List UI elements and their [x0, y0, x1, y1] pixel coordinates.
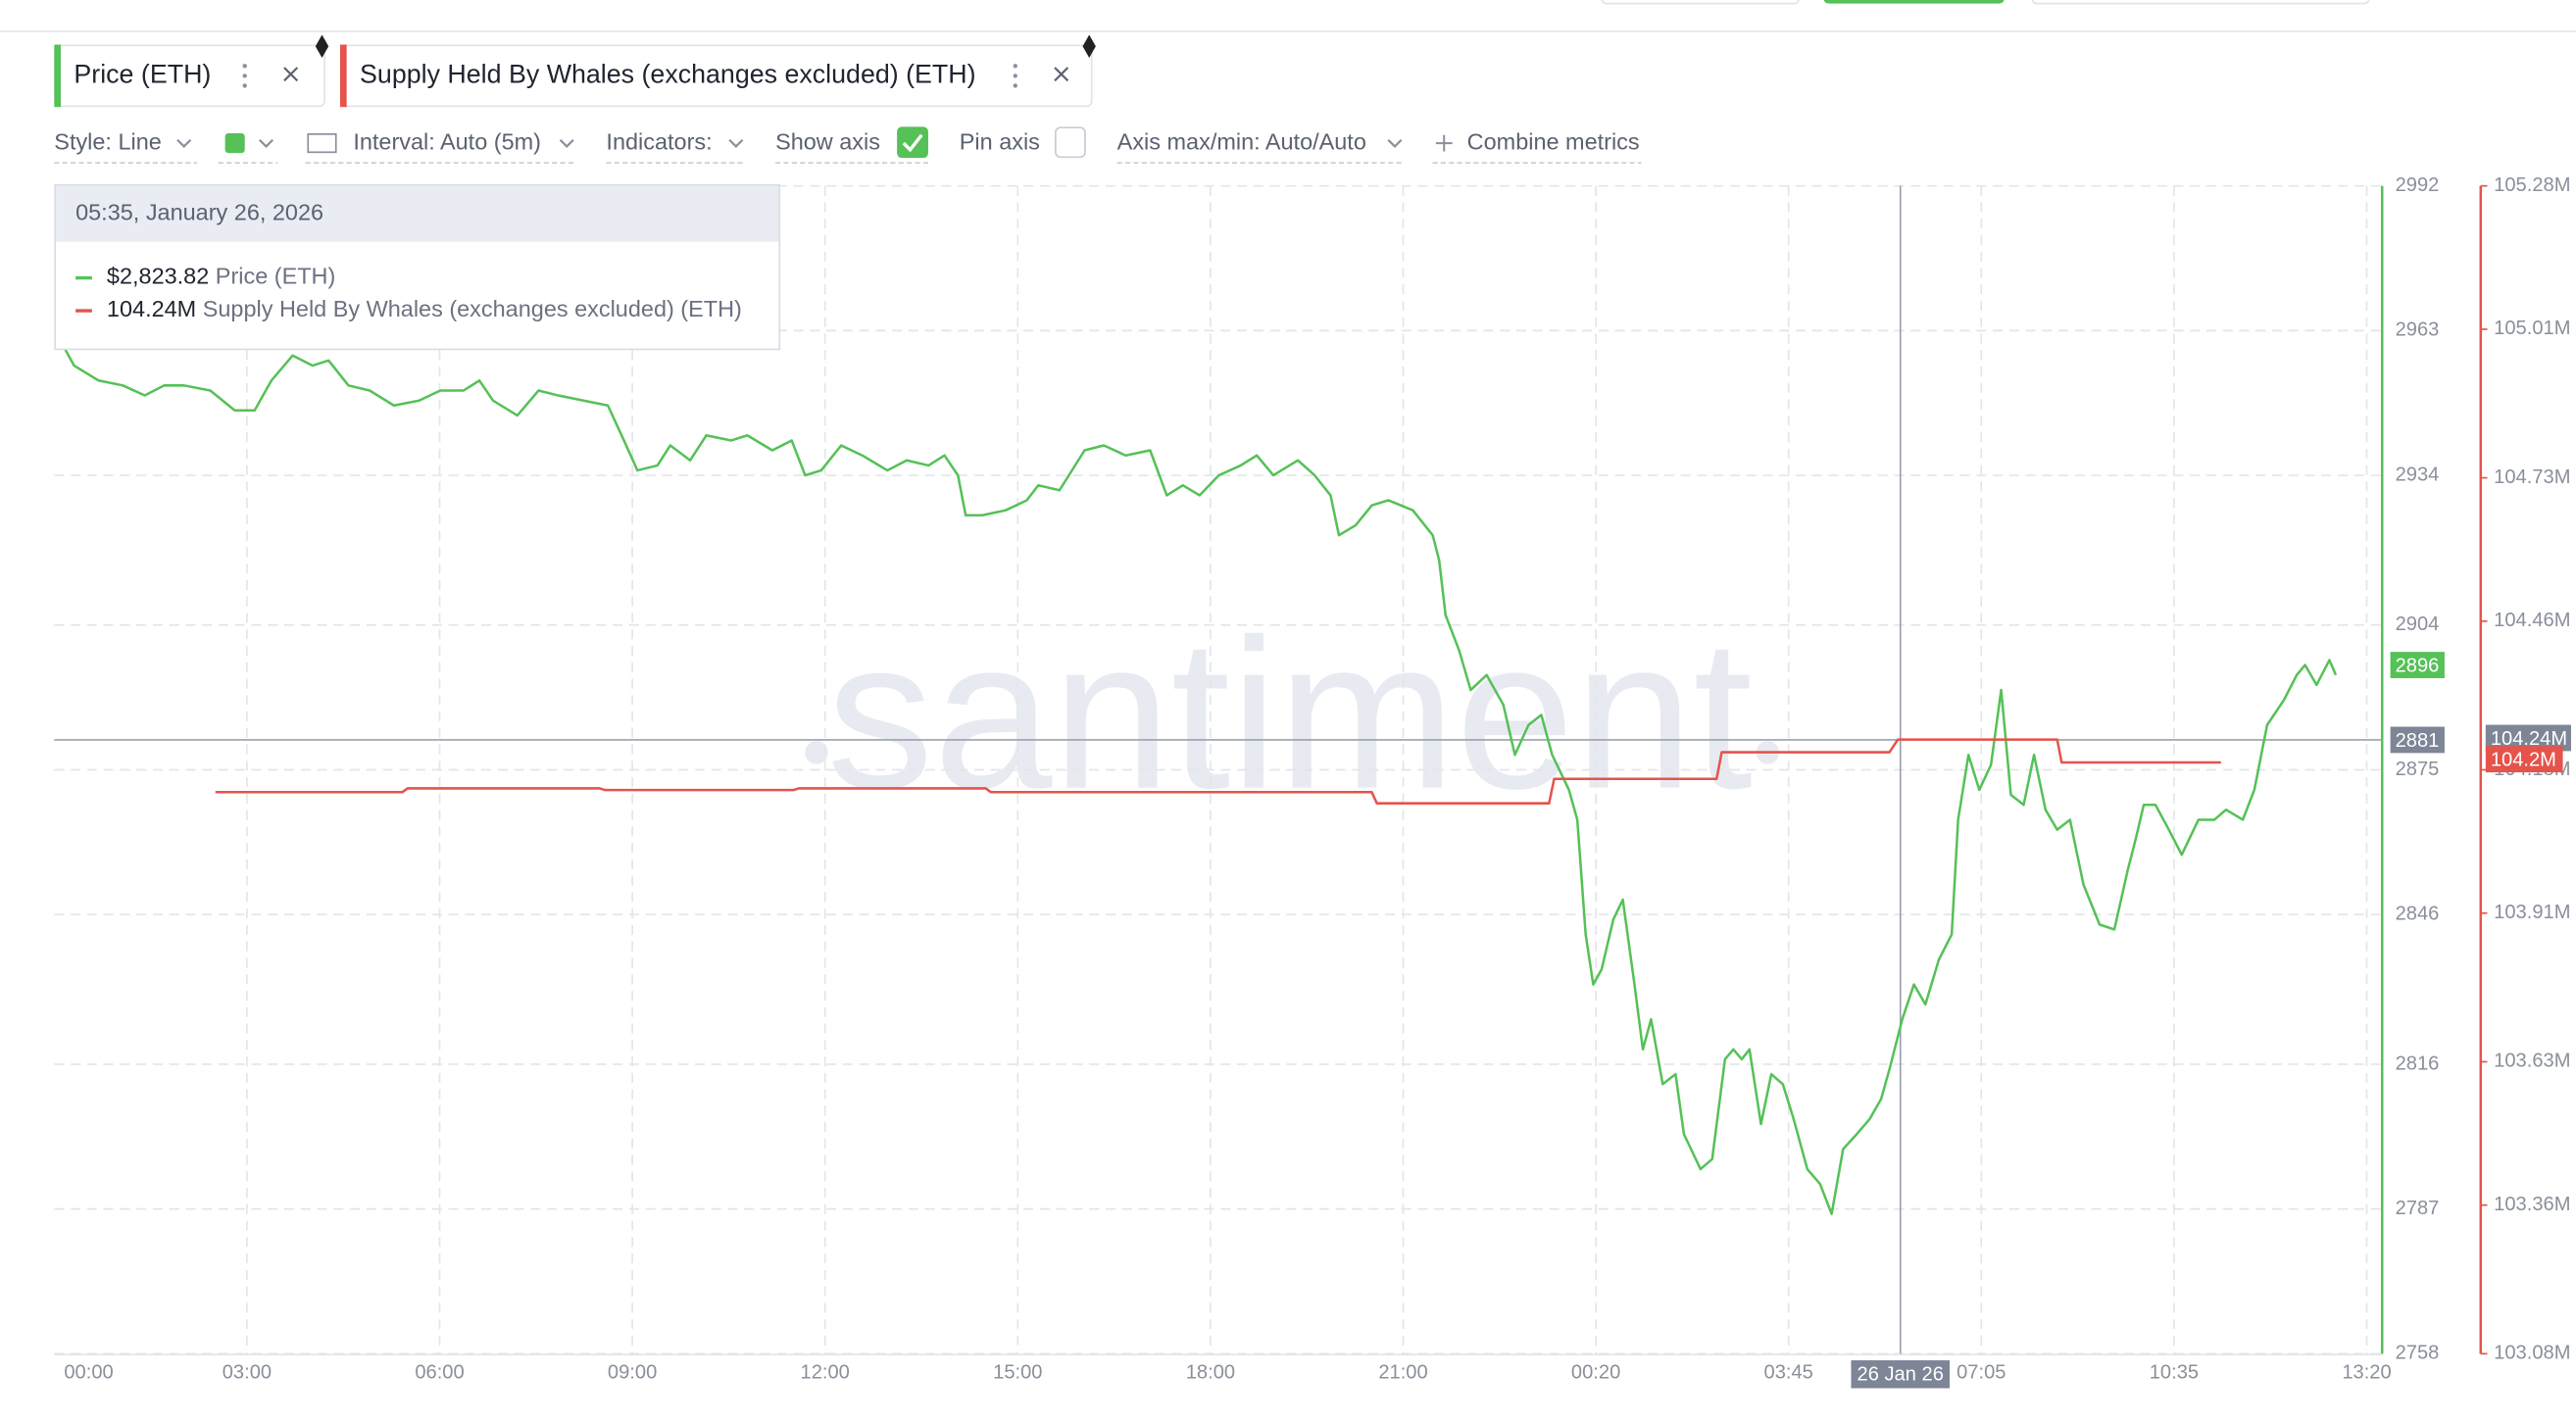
tooltip-value: 104.24M: [107, 296, 196, 321]
tab-label: Supply Held By Whales (exchanges exclude…: [360, 59, 976, 88]
toolbar: Style: Line Interval: Auto (5m) Indicato…: [54, 126, 1642, 165]
show-axis-label[interactable]: Show axis: [775, 128, 880, 154]
axis-minmax-select[interactable]: Axis max/min: Auto/Auto: [1117, 128, 1366, 154]
tooltip-series: Supply Held By Whales (exchanges exclude…: [203, 296, 742, 321]
last-price-box: [2390, 652, 2445, 678]
pin-axis-label[interactable]: Pin axis: [960, 128, 1040, 154]
tooltip: 05:35, January 26, 2026 $2,823.82 Price …: [54, 183, 781, 351]
color-picker[interactable]: [224, 133, 245, 154]
last-supply-box: [2485, 746, 2563, 773]
crosshair-x-label: 26 Jan 26: [1858, 1363, 1944, 1385]
x-tick-label: 03:45: [1764, 1362, 1813, 1384]
y-tick-label: 2992: [2396, 174, 2440, 196]
tooltip-header: [55, 185, 779, 242]
close-icon[interactable]: [1054, 67, 1069, 82]
crosshair-price-label: 2881: [2396, 730, 2440, 752]
y-tick-label: 2846: [2396, 903, 2440, 924]
tooltip-value: $2,823.82: [107, 264, 209, 289]
interval-select[interactable]: Interval: Auto (5m): [353, 128, 541, 154]
metric-tab[interactable]: Price (ETH): [54, 34, 329, 108]
y-tick-label: 2816: [2396, 1053, 2440, 1074]
x-tick-label: 15:00: [993, 1362, 1042, 1384]
chevron: [1387, 138, 1403, 148]
top-button[interactable]: [1601, 0, 1800, 5]
indicators-select[interactable]: Indicators:: [606, 128, 712, 154]
y2-tick-label: 104.73M: [2494, 466, 2570, 488]
tooltip-row: $2,823.82 Price (ETH): [107, 264, 335, 289]
x-tick-label: 12:00: [801, 1362, 850, 1384]
x-tick-label: 00:00: [64, 1362, 113, 1384]
y-tick-label: 2934: [2396, 464, 2440, 485]
tooltip-row: 104.24M Supply Held By Whales (exchanges…: [107, 296, 742, 321]
metric-tab[interactable]: Supply Held By Whales (exchanges exclude…: [339, 34, 1096, 108]
x-tick-label: 21:00: [1378, 1362, 1427, 1384]
interval-icon: [307, 133, 337, 154]
top-button[interactable]: [1823, 0, 2005, 4]
crosshair-supply-label: 104.24M: [2491, 728, 2567, 750]
y2-tick-label: 103.91M: [2494, 902, 2570, 923]
last-price-label: 2896: [2396, 656, 2440, 677]
y2-tick-label: 103.08M: [2494, 1343, 2570, 1364]
x-tick-label: 09:00: [608, 1362, 657, 1384]
chevron: [176, 138, 192, 148]
x-tick-label: 13:20: [2342, 1362, 2391, 1384]
close-icon[interactable]: [283, 67, 299, 82]
style-select[interactable]: Style: Line: [54, 128, 162, 154]
watermark-dot: [805, 741, 828, 764]
tab-stripe: [54, 44, 62, 108]
combine-metrics[interactable]: Combine metrics: [1467, 128, 1640, 154]
menu-icon[interactable]: [242, 64, 247, 88]
y2-tick-label: 105.01M: [2494, 318, 2570, 339]
x-tick-label: 10:35: [2150, 1362, 2199, 1384]
x-tick-label: 06:00: [415, 1362, 464, 1384]
y-tick-label: 2787: [2396, 1198, 2440, 1219]
pin-axis-checkbox[interactable]: [1055, 126, 1086, 159]
menu-icon[interactable]: [1013, 64, 1017, 88]
crosshair-price-box: [2390, 726, 2445, 754]
watermark: santiment: [826, 596, 1753, 834]
tooltip-date: 05:35, January 26, 2026: [75, 199, 323, 224]
y2-tick-label: 104.46M: [2494, 610, 2570, 631]
chevron: [559, 138, 574, 148]
x-tick-label: 07:05: [1957, 1362, 2006, 1384]
y-tick-label: 2758: [2396, 1343, 2440, 1364]
eth-icon: [1082, 34, 1096, 58]
crosshair-x-box: [1851, 1360, 1951, 1389]
x-tick-label: 18:00: [1186, 1362, 1235, 1384]
tab-label: Price (ETH): [74, 59, 211, 88]
top-button[interactable]: [2031, 0, 2370, 5]
chevron: [259, 138, 273, 148]
y2-tick-label: 103.36M: [2494, 1194, 2570, 1215]
y-tick-label: 2963: [2396, 319, 2440, 341]
eth-icon: [315, 34, 329, 58]
show-axis-checkbox[interactable]: [897, 126, 928, 159]
y-tick-label: 2904: [2396, 613, 2440, 635]
x-tick-label: 03:00: [223, 1362, 272, 1384]
x-tick-label: 00:20: [1571, 1362, 1620, 1384]
plot: santiment 2758 2787 2816 2846 2875 2904 2934 296…: [54, 174, 2571, 1389]
plus-icon: [1435, 134, 1453, 152]
y-tick-label: 2875: [2396, 759, 2440, 780]
y2-tick-label: 105.28M: [2494, 174, 2570, 196]
last-supply-label: 104.2M: [2491, 750, 2556, 771]
series-line: [56, 334, 2338, 1215]
chevron: [728, 138, 744, 148]
check-mark: [902, 133, 923, 153]
tab-stripe: [339, 44, 347, 108]
tooltip-series: Price (ETH): [216, 264, 335, 289]
series-line: [215, 738, 2221, 805]
y2-tick-label: 103.63M: [2494, 1051, 2570, 1072]
